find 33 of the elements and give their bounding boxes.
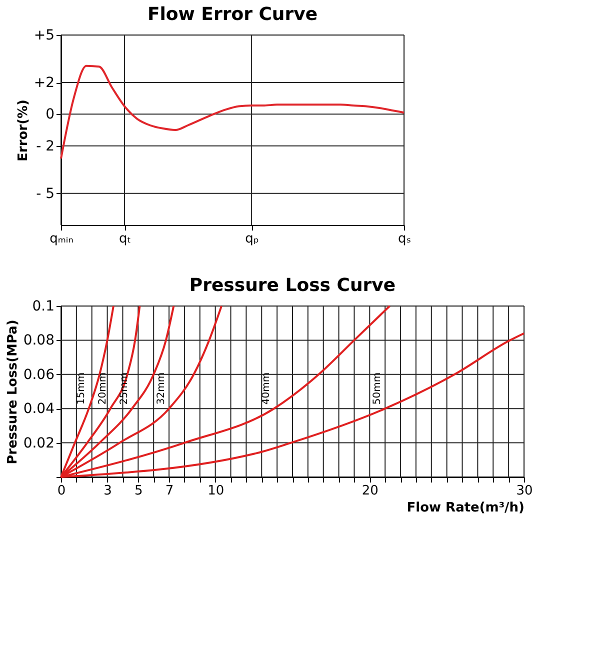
x-tick-label: 3 <box>104 484 112 498</box>
x-tick-label: 5 <box>134 484 143 498</box>
y-tick-label: 0 <box>46 106 54 123</box>
x-tick-label: 30 <box>516 484 533 498</box>
x-tick-label: 7 <box>165 484 174 498</box>
x-tick-label: qₚ <box>245 232 259 246</box>
x-tick-label: 20 <box>362 484 378 498</box>
y-tick-label: +2 <box>34 75 54 91</box>
x-tick-label: qₛ <box>398 232 412 246</box>
chart-title: Flow Error Curve <box>147 4 318 25</box>
line-series <box>60 64 405 160</box>
x-tick-label: 0 <box>57 484 66 498</box>
text: 25mm <box>118 372 130 405</box>
y-tick-label: - 2 <box>36 138 54 154</box>
y-tick-label: 0.06 <box>23 366 55 383</box>
text: 20mm <box>97 372 108 405</box>
text: 15mm <box>76 372 87 405</box>
y-axis-title: Error(%) <box>16 100 31 162</box>
text: 32mm <box>156 372 168 405</box>
x-tick-label: 10 <box>208 484 224 498</box>
text: 40mm <box>260 372 272 405</box>
y-tick-label: 0.08 <box>23 332 54 349</box>
y-tick-label: 0.04 <box>23 401 55 418</box>
x-tick-label: qₘᵢₙ <box>50 232 74 246</box>
y-tick-label: 0.1 <box>32 298 54 314</box>
x-tick-label: qₜ <box>118 232 132 246</box>
x-axis-title: Flow Rate(m³/h) <box>406 500 524 516</box>
y-tick-label: - 5 <box>36 186 54 202</box>
text: 50mm <box>372 372 384 405</box>
chart-title: Pressure Loss Curve <box>189 275 396 296</box>
y-tick-label: 0.02 <box>23 435 54 452</box>
y-axis-title: Pressure Loss(MPa) <box>5 320 20 464</box>
y-tick-label: +5 <box>34 28 54 44</box>
